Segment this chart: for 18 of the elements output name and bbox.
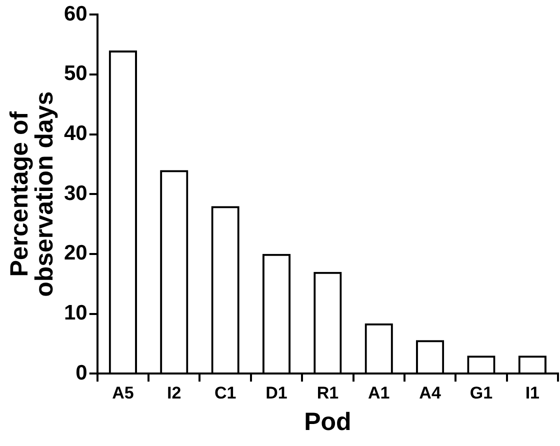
x-tick-label: I2 — [167, 383, 182, 402]
y-tick-label: 0 — [76, 361, 88, 384]
y-tick-label: 40 — [64, 122, 88, 146]
x-tick-label: A1 — [368, 383, 390, 402]
x-tick-label: I1 — [525, 383, 540, 402]
x-tick-label: D1 — [266, 383, 288, 402]
y-tick-label: 10 — [64, 302, 88, 325]
x-tick-label: A4 — [419, 383, 442, 402]
x-tick-label: C1 — [214, 383, 236, 402]
y-tick-label: 20 — [64, 242, 88, 265]
x-axis-title: Pod — [304, 408, 352, 436]
x-tick-label: G1 — [470, 383, 493, 402]
x-tick-label: R1 — [316, 383, 339, 402]
y-tick-label: 50 — [64, 62, 88, 86]
y-axis-title: Percentage of observation days — [5, 91, 58, 297]
x-tick-label: A5 — [112, 383, 134, 402]
y-tick-label: 30 — [64, 182, 88, 205]
y-tick-label: 60 — [64, 2, 88, 26]
